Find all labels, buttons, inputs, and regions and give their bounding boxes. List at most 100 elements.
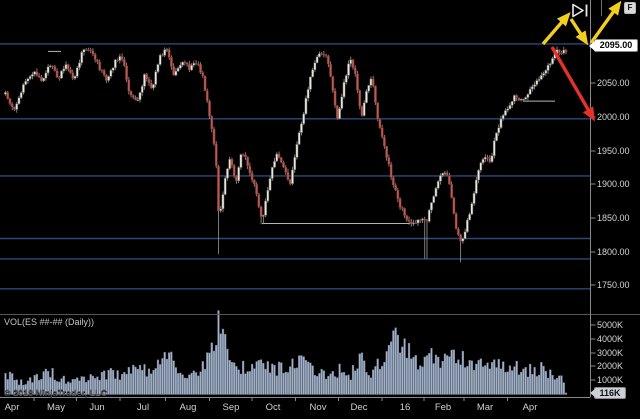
volume-bar xyxy=(123,372,126,395)
candle-up xyxy=(513,95,516,102)
candle-down xyxy=(259,206,263,217)
price-axis-label: 1800.00 xyxy=(597,247,630,257)
candle-down xyxy=(172,66,176,76)
time-axis-labels[interactable]: Apr May Jun Jul Aug Sep Oct Nov Dec 16 Feb Mar Apr xyxy=(5,397,538,413)
volume-bar xyxy=(331,371,334,395)
candle-down xyxy=(557,49,561,54)
go-to-end-icon[interactable] xyxy=(571,3,593,19)
volume-bar xyxy=(78,380,81,395)
volume-bar xyxy=(212,350,216,395)
candle-down xyxy=(6,92,10,99)
candle-down xyxy=(91,50,95,55)
candle-down xyxy=(423,218,427,221)
yellow-arrow[interactable] xyxy=(541,11,571,46)
candle-down xyxy=(398,198,402,208)
volume-bar xyxy=(192,370,195,395)
candle-up xyxy=(434,187,438,197)
volume-bar xyxy=(320,368,323,395)
yellow-arrow[interactable] xyxy=(569,18,589,46)
volume-bar xyxy=(340,372,343,395)
yellow-arrow[interactable] xyxy=(589,0,622,44)
ninjatrader-watermark: © 2018 NinjaTrader, LLC xyxy=(4,388,108,398)
time-axis-label: Oct xyxy=(266,402,281,413)
volume-bar xyxy=(511,370,514,395)
candle-down xyxy=(414,222,418,225)
time-axis-label: 16 xyxy=(400,402,411,413)
candle-up xyxy=(73,75,77,79)
candle-down xyxy=(279,157,283,163)
volume-bar xyxy=(42,371,45,395)
candle-up xyxy=(349,59,353,65)
candle-up xyxy=(510,101,514,106)
volume-bar xyxy=(542,365,545,395)
volume-bar xyxy=(224,334,227,395)
trend-arrows[interactable] xyxy=(541,0,622,122)
f-badge-icon[interactable]: F xyxy=(624,2,636,14)
volume-axis-labels[interactable]: 5000K 4000K 3000K 2000K 1000K xyxy=(590,320,624,385)
volume-bar xyxy=(376,358,379,395)
time-axis-label: Sep xyxy=(223,402,240,413)
candle-up xyxy=(15,103,19,110)
volume-bar xyxy=(96,376,99,395)
volume-bar xyxy=(513,366,516,395)
volume-bar xyxy=(62,375,65,395)
candle-down xyxy=(277,153,281,158)
red-arrow[interactable] xyxy=(550,46,596,122)
candle-down xyxy=(407,219,411,222)
volume-bar xyxy=(425,355,429,395)
support-line-segments[interactable] xyxy=(48,50,555,224)
price-axis-labels[interactable]: 2050.00 2000.00 1950.00 1900.00 1850.00 1800.… xyxy=(590,78,630,290)
candle-up xyxy=(533,84,536,87)
candle-up xyxy=(154,71,158,85)
candle-up xyxy=(542,73,545,76)
volume-bar xyxy=(183,377,186,395)
volume-bar xyxy=(515,360,518,395)
candle-up xyxy=(140,86,144,93)
candle-down xyxy=(380,127,384,138)
candle-up xyxy=(174,70,178,76)
candle-down xyxy=(376,102,380,120)
candle-up xyxy=(4,92,7,95)
volume-bar xyxy=(185,378,189,395)
candle-down xyxy=(35,71,39,76)
volume-bar xyxy=(396,334,399,395)
candle-wicks-layer xyxy=(5,46,567,263)
volume-bar xyxy=(233,362,236,395)
candle-up xyxy=(427,209,431,222)
candle-down xyxy=(96,59,99,63)
candle-down xyxy=(250,172,254,181)
volume-bar xyxy=(259,359,263,395)
volume-bar xyxy=(504,372,507,395)
horizontal-level-lines[interactable] xyxy=(0,43,591,290)
candle-down xyxy=(102,70,106,76)
candle-up xyxy=(261,215,265,217)
volume-bar xyxy=(80,376,83,395)
candle-down xyxy=(333,90,337,106)
volume-indicator-label: VOL(ES ##-## (Daily)) xyxy=(4,317,95,327)
volume-bar xyxy=(11,373,14,395)
volume-bar xyxy=(116,370,119,395)
candle-up xyxy=(483,156,487,160)
volume-bar xyxy=(446,355,449,395)
candle-up xyxy=(143,74,146,87)
volume-bar xyxy=(125,374,128,395)
candle-up xyxy=(158,54,162,65)
candle-down xyxy=(374,85,377,104)
candle-up xyxy=(138,92,142,100)
volume-bar xyxy=(91,375,95,395)
candle-up xyxy=(461,238,465,242)
volume-bar xyxy=(432,363,435,395)
volume-bar xyxy=(311,365,314,395)
candle-up xyxy=(17,97,21,105)
volume-bar xyxy=(165,358,169,395)
volume-bar xyxy=(403,338,406,395)
volume-bar xyxy=(381,365,384,395)
volume-bar xyxy=(448,356,451,395)
volume-axis-label: 5000K xyxy=(597,320,623,330)
candle-down xyxy=(454,213,458,230)
volume-bar xyxy=(470,360,473,395)
candle-down xyxy=(57,77,61,79)
candle-up xyxy=(239,154,243,168)
volume-bar xyxy=(127,367,130,395)
